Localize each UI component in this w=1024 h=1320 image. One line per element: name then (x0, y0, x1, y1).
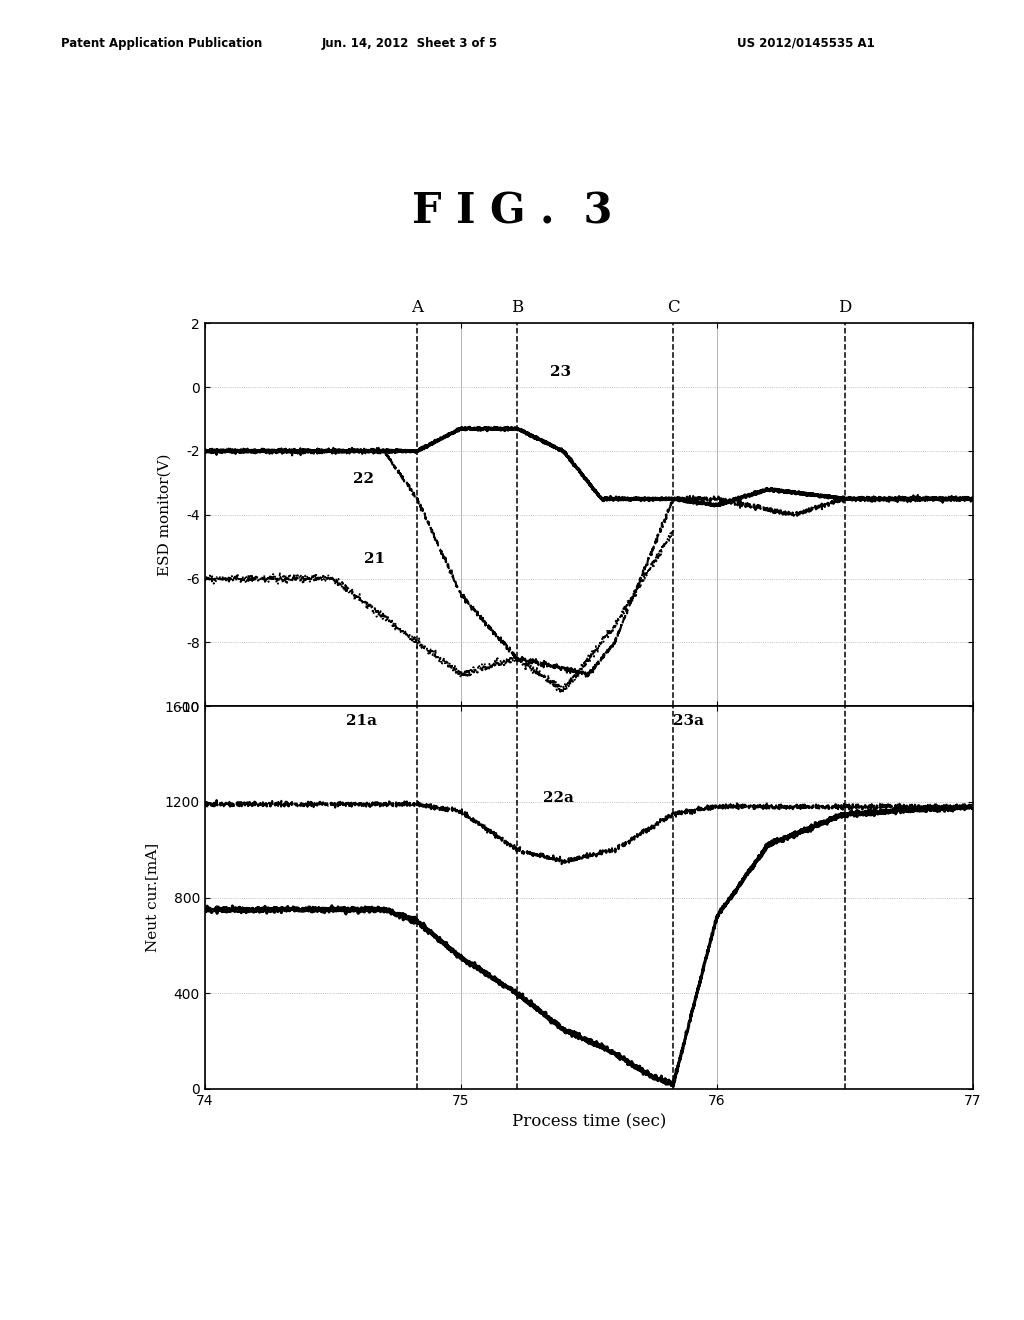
Text: B: B (511, 300, 523, 317)
X-axis label: Process time (sec): Process time (sec) (512, 1113, 666, 1130)
Text: 23: 23 (550, 366, 571, 379)
Text: C: C (667, 300, 680, 317)
Text: 23a: 23a (673, 714, 705, 729)
Text: 21a: 21a (345, 714, 377, 729)
Text: A: A (412, 300, 423, 317)
Text: Patent Application Publication: Patent Application Publication (61, 37, 263, 50)
Text: 22: 22 (353, 473, 375, 486)
Y-axis label: Neut cur.[mA]: Neut cur.[mA] (145, 843, 159, 952)
Text: 22a: 22a (543, 791, 573, 805)
Text: US 2012/0145535 A1: US 2012/0145535 A1 (737, 37, 876, 50)
Text: 21: 21 (364, 552, 385, 566)
Text: Jun. 14, 2012  Sheet 3 of 5: Jun. 14, 2012 Sheet 3 of 5 (322, 37, 498, 50)
Y-axis label: ESD monitor(V): ESD monitor(V) (158, 454, 172, 576)
Text: D: D (838, 300, 852, 317)
Text: F I G .  3: F I G . 3 (412, 190, 612, 232)
